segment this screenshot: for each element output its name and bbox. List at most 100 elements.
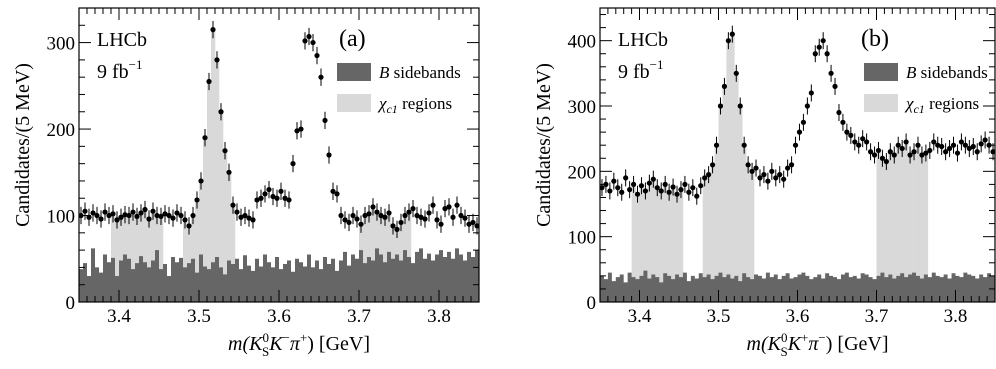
data-point: [302, 32, 308, 50]
chi-c1-bin: [223, 150, 228, 302]
data-point: [182, 211, 188, 229]
point-marker: [334, 191, 340, 197]
point-marker: [446, 204, 452, 210]
data-point: [765, 172, 771, 190]
point-marker: [769, 168, 775, 174]
point-marker: [298, 126, 304, 132]
data-point: [198, 172, 204, 190]
chi-c1-bin: [876, 150, 881, 302]
data-point: [600, 179, 605, 197]
point-marker: [871, 152, 878, 158]
chi-c1-bin: [203, 137, 208, 302]
data-point: [974, 143, 980, 161]
data-point: [282, 189, 288, 207]
point-marker: [923, 150, 929, 156]
data-point: [607, 182, 613, 200]
point-marker: [773, 175, 779, 181]
point-marker: [154, 212, 160, 219]
point-marker: [828, 70, 834, 76]
point-marker: [182, 217, 188, 223]
chi-c1-bin: [195, 199, 200, 302]
data-point: [729, 25, 735, 43]
y-tick-label: 300: [47, 34, 76, 55]
chi-c1-region: [876, 141, 929, 302]
point-marker: [318, 74, 324, 80]
data-point: [662, 175, 668, 193]
chi-c1-bin: [647, 183, 652, 302]
data-point: [741, 136, 747, 154]
legend-label: B sidebands: [379, 63, 461, 82]
chi-c1-bin: [663, 184, 668, 302]
chi-c1-bin: [742, 145, 747, 302]
chi-c1-bin: [383, 217, 388, 302]
y-tick-label: 400: [568, 32, 597, 53]
legend-swatch: [864, 63, 898, 81]
point-marker: [844, 129, 850, 135]
point-marker: [662, 181, 668, 187]
point-marker: [278, 188, 284, 194]
data-point: [186, 217, 192, 235]
data-point: [915, 136, 921, 154]
data-point: [749, 162, 755, 180]
data-point: [903, 133, 909, 151]
data-point: [150, 202, 156, 220]
data-point: [954, 144, 961, 162]
y-tick-label: 200: [47, 120, 76, 141]
point-marker: [619, 189, 625, 195]
chi-c1-bin: [659, 190, 664, 302]
point-marker: [354, 216, 360, 222]
data-point: [134, 207, 140, 226]
data-point: [422, 210, 428, 228]
point-marker: [462, 215, 468, 221]
data-point: [362, 206, 368, 225]
point-marker: [210, 27, 216, 33]
x-axis: 3.4 3.5 3.6 3.7 3.8: [599, 8, 996, 327]
data-point: [222, 142, 228, 160]
data-point: [390, 217, 396, 235]
data-point: [804, 97, 810, 115]
data-point: [154, 206, 160, 225]
chi-c1-bin: [639, 185, 644, 302]
data-point: [808, 84, 814, 102]
data-point: [110, 205, 116, 223]
legend-label: χc1 regions: [904, 94, 979, 116]
point-marker: [600, 185, 605, 191]
data-point: [646, 174, 652, 192]
data-point: [962, 136, 968, 154]
x-tick-label: 3.5: [187, 306, 211, 327]
data-point: [330, 182, 336, 200]
data-point: [202, 129, 208, 147]
legend-swatch: [864, 94, 898, 112]
data-point: [686, 183, 692, 201]
data-point: [170, 209, 176, 227]
chi-c1-bin: [631, 184, 636, 302]
data-point: [757, 169, 763, 187]
point-marker: [788, 162, 795, 168]
data-point: [769, 162, 775, 180]
chi-c1-bin: [679, 189, 684, 302]
chi-c1-bin: [211, 29, 216, 302]
data-point: [102, 203, 108, 221]
point-marker: [170, 215, 176, 221]
data-point: [777, 166, 783, 184]
data-point: [970, 138, 976, 155]
data-point: [966, 139, 972, 157]
point-marker: [390, 223, 396, 229]
data-point: [615, 179, 621, 197]
data-point: [832, 77, 838, 95]
point-marker: [852, 139, 858, 145]
point-marker: [382, 214, 388, 220]
data-point: [820, 32, 826, 50]
data-point: [939, 138, 945, 155]
chi-c1-bin: [702, 177, 707, 302]
data-point: [378, 206, 384, 225]
data-point: [654, 179, 660, 197]
chi-c1-bin: [904, 141, 909, 302]
x-axis-label: m(K0 SK+π−) [GeV]: [747, 330, 889, 359]
data-point: [398, 213, 404, 232]
chi-c1-bin: [371, 206, 376, 302]
data-point: [166, 206, 172, 225]
data-point: [138, 204, 144, 222]
point-marker: [796, 129, 803, 135]
data-point: [118, 208, 124, 226]
